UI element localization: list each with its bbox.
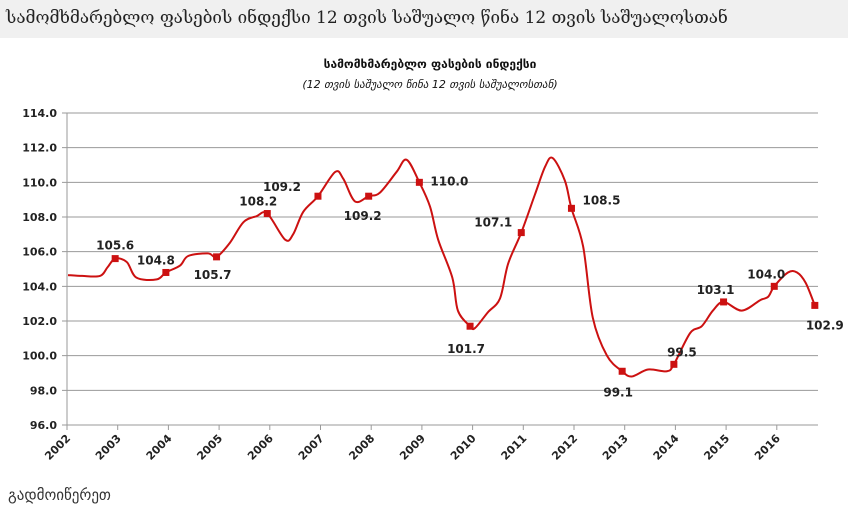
data-label: 107.1 xyxy=(474,216,512,230)
y-tick-label: 114.0 xyxy=(22,107,57,120)
y-tick-label: 112.0 xyxy=(22,142,57,155)
data-marker xyxy=(365,192,373,200)
data-label: 101.7 xyxy=(447,342,485,356)
gridlines xyxy=(62,112,818,426)
data-marker xyxy=(263,210,271,218)
data-marker xyxy=(770,282,778,290)
y-tick-label: 102.0 xyxy=(22,315,57,328)
data-label: 110.0 xyxy=(430,174,468,188)
data-label: 99.1 xyxy=(603,385,633,399)
data-label: 99.5 xyxy=(667,345,697,359)
x-tick-label: 2012 xyxy=(549,432,580,463)
x-tick-label: 2014 xyxy=(651,432,682,463)
x-tick-label: 2006 xyxy=(245,432,276,463)
data-label: 105.7 xyxy=(194,268,232,282)
data-label: 104.8 xyxy=(137,253,175,267)
markers-layer: 105.6104.8105.7108.2109.2109.2110.0101.7… xyxy=(96,174,844,399)
x-tick-label: 2005 xyxy=(194,432,225,463)
x-tick-label: 2013 xyxy=(600,432,631,463)
data-label: 105.6 xyxy=(96,239,134,253)
data-marker xyxy=(162,268,170,276)
page-title: სამომხმარებლო ფასების ინდექსი 12 თვის სა… xyxy=(6,8,728,28)
data-marker xyxy=(213,253,221,261)
data-marker xyxy=(415,178,423,186)
y-tick-label: 108.0 xyxy=(22,211,57,224)
y-tick-label: 106.0 xyxy=(22,246,57,259)
series-line-cpi xyxy=(67,156,816,378)
x-tick-label: 2008 xyxy=(346,432,377,463)
data-marker xyxy=(517,229,525,237)
data-marker xyxy=(314,192,322,200)
x-tick-label: 2009 xyxy=(397,432,428,463)
chart-subtitle: (12 თვის საშუალო წინა 12 თვის საშუალოსთა… xyxy=(302,78,557,91)
y-axis: 96.0 98.0 100.0 102.0 104.0 106.0 108.0 110.0 11… xyxy=(22,107,68,432)
data-label: 102.9 xyxy=(806,318,844,332)
y-tick-label: 110.0 xyxy=(22,176,57,189)
x-tick-label: 2007 xyxy=(296,432,327,463)
data-marker xyxy=(567,204,575,212)
data-label: 108.5 xyxy=(582,193,620,207)
x-tick-label: 2004 xyxy=(144,432,175,463)
data-label: 108.2 xyxy=(239,195,277,209)
cpi-line-chart: სამომხმარებლო ფასების ინდექსი (12 თვის ს… xyxy=(22,57,844,463)
y-tick-label: 96.0 xyxy=(30,419,57,432)
data-marker xyxy=(670,360,678,368)
x-tick-label: 2002 xyxy=(42,432,73,463)
y-tick-label: 100.0 xyxy=(22,350,57,363)
x-tick-label: 2003 xyxy=(93,432,124,463)
chart-title: სამომხმარებლო ფასების ინდექსი xyxy=(324,57,537,71)
y-tick-label: 104.0 xyxy=(22,280,57,293)
data-label: 104.0 xyxy=(747,267,785,281)
data-label: 109.2 xyxy=(263,180,301,194)
download-link[interactable]: გადმოიწერეთ xyxy=(8,486,111,504)
header-bar: სამომხმარებლო ფასების ინდექსი 12 თვის სა… xyxy=(0,0,848,38)
data-marker xyxy=(111,255,119,263)
x-tick-label: 2010 xyxy=(448,432,479,463)
x-tick-label: 2011 xyxy=(499,432,530,463)
y-tick-label: 98.0 xyxy=(30,384,57,397)
data-marker xyxy=(811,301,819,309)
x-tick-label: 2016 xyxy=(752,432,783,463)
x-tick-label: 2015 xyxy=(701,432,732,463)
data-marker xyxy=(618,367,626,375)
data-marker xyxy=(466,322,474,330)
x-axis: 2002 2003 2004 2005 2006 2007 2008 2009 2010 2011… xyxy=(42,425,783,463)
data-marker xyxy=(720,298,728,306)
data-label: 109.2 xyxy=(344,209,382,223)
series-layer xyxy=(67,156,816,378)
data-label: 103.1 xyxy=(697,283,735,297)
